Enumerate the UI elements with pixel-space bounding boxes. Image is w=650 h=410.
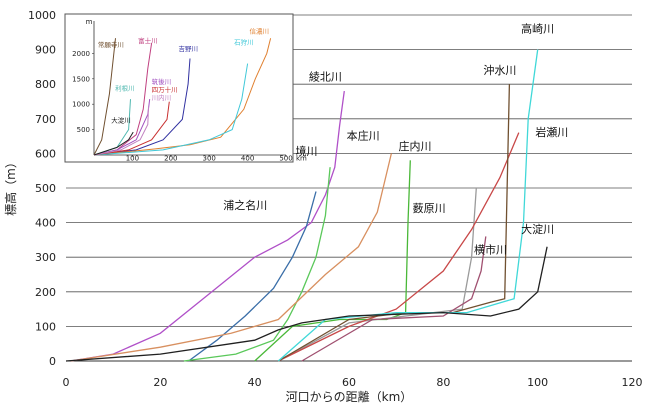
inset-river-label: 川内川: [152, 93, 172, 102]
inset-y-tick-label: 500: [77, 126, 90, 134]
inset-river-label: 筑後川: [152, 77, 172, 86]
inset-x-tick-label: 500: [279, 155, 292, 163]
inset-river-label: 石狩川: [234, 37, 254, 46]
inset-tick-labels: 500 1000 1500 2000 100 200 300 400 500 km: [72, 50, 307, 163]
y-tick-label: 0: [49, 355, 56, 368]
inset-river-label: 富士川: [138, 36, 158, 45]
x-tick-label: 60: [342, 376, 356, 389]
inset-series-line: [93, 131, 134, 156]
inset-frame: [64, 13, 294, 163]
river-label: 大淀川: [521, 222, 554, 236]
series-line: [254, 160, 411, 362]
x-tick-label: 40: [248, 376, 262, 389]
inset-series-line: [93, 38, 116, 156]
y-tick-label: 800: [35, 78, 56, 91]
series-line: [301, 236, 487, 362]
inset-series-line: [93, 58, 191, 156]
inset-river-label: 四万十川: [152, 85, 178, 94]
series-line: [277, 187, 477, 362]
y-tick-label: 200: [35, 286, 56, 299]
river-label: 綾北川: [309, 71, 342, 84]
inset-river-label: 利根川: [115, 83, 134, 92]
y-tick-label: 100: [35, 320, 56, 333]
inset-y-tick-label: 1000: [72, 101, 90, 109]
river-label: 境川: [296, 144, 318, 158]
y-tick-label: 900: [35, 44, 56, 57]
inset-x-tick-label: 200: [164, 155, 177, 163]
inset-x-tick-label: 100: [126, 155, 139, 163]
x-tick-label: 100: [527, 376, 548, 389]
main-tick-labels: 0 100 200 300 400 500 600 700 800 900 1000 0 20 40 60 8…: [28, 9, 643, 389]
inset-river-label: 大淀川: [111, 115, 131, 124]
inset-series: [93, 38, 272, 156]
inset-river-label: 吉野川: [178, 45, 198, 53]
x-tick-label: 20: [153, 376, 167, 389]
inset-river-label: 常願寺川: [98, 40, 124, 49]
inset-series-line: [93, 63, 249, 156]
inset-y-tick-label: 2000: [72, 50, 90, 58]
series-line: [183, 167, 331, 362]
y-tick-label: 500: [35, 182, 56, 195]
river-label: 高崎川: [521, 21, 554, 35]
x-tick-label: 0: [63, 376, 70, 389]
series-line: [70, 153, 393, 362]
inset-series-line: [93, 38, 272, 156]
inset-series-line: [93, 106, 149, 156]
series-line: [70, 91, 345, 362]
river-label: 浦之名川: [223, 198, 267, 212]
y-tick-label: 400: [35, 217, 56, 230]
inset-chart: m 500 1000 1500 2000 100 200 300 400 500 km 常願寺川 富…: [64, 13, 307, 163]
river-label: 岩瀬川: [535, 125, 568, 139]
main-series: [65, 49, 548, 362]
y-axis-title: 標高（m）: [3, 156, 18, 216]
x-tick-label: 80: [436, 376, 450, 389]
inset-river-label: 信濃川: [250, 27, 270, 36]
river-label: 薮原川: [413, 202, 446, 215]
river-label: 沖水川: [483, 64, 516, 77]
river-label: 本庄川: [347, 129, 380, 143]
inset-x-unit: km: [296, 155, 307, 163]
inset-series-line: [93, 101, 170, 156]
series-line: [65, 246, 548, 362]
y-tick-label: 1000: [28, 9, 56, 22]
inset-y-tick-label: 1500: [72, 75, 90, 83]
series-line: [188, 191, 317, 362]
inset-x-tick-label: 400: [241, 155, 254, 163]
y-tick-label: 700: [35, 113, 56, 126]
river-label: 庄内川: [399, 139, 432, 153]
x-axis-title: 河口からの距離（km）: [286, 390, 413, 404]
inset-y-unit: m: [86, 18, 93, 26]
river-label: 横市川: [474, 243, 507, 257]
series-line: [278, 132, 520, 362]
x-tick-label: 120: [622, 376, 643, 389]
inset-x-tick-label: 300: [203, 155, 216, 163]
y-tick-label: 300: [35, 251, 56, 264]
y-tick-label: 600: [35, 147, 56, 160]
